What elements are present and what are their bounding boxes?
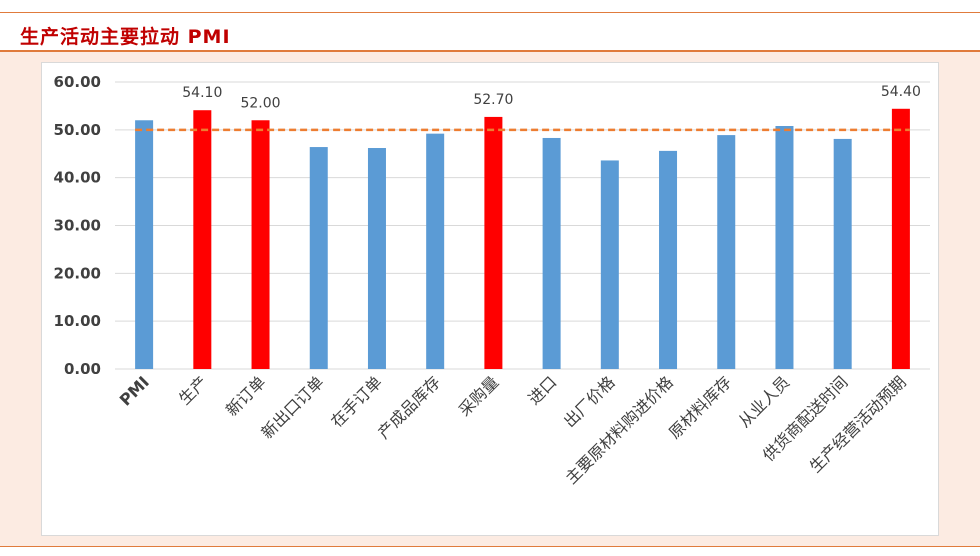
y-tick-label: 30.00 bbox=[54, 217, 101, 235]
bar bbox=[717, 135, 736, 369]
y-tick-label: 60.00 bbox=[54, 73, 101, 91]
x-tick-label: 进口 bbox=[524, 372, 560, 408]
page-title: 生产活动主要拉动 PMI bbox=[20, 26, 231, 48]
y-tick-label: 0.00 bbox=[64, 360, 101, 378]
bar bbox=[135, 120, 154, 369]
y-tick-label: 20.00 bbox=[54, 264, 101, 282]
chart-container: 0.00 10.00 20.00 30.00 40.00 50.00 60.00 PMI 54.… bbox=[41, 62, 939, 536]
bar bbox=[193, 110, 212, 369]
y-tick-label: 10.00 bbox=[54, 312, 101, 330]
x-tick-label: PMI bbox=[116, 372, 153, 409]
y-tick-label: 50.00 bbox=[54, 121, 101, 139]
bottom-rule bbox=[0, 546, 980, 547]
bar bbox=[426, 133, 445, 369]
bar bbox=[833, 138, 852, 369]
x-tick-label: 从业人员 bbox=[735, 372, 794, 431]
bar bbox=[542, 137, 561, 369]
data-label: 52.70 bbox=[473, 92, 513, 108]
x-tick-label: 新出口订单 bbox=[258, 372, 328, 442]
x-tick-label: 原材料库存 bbox=[665, 372, 735, 442]
bar bbox=[367, 148, 386, 369]
y-tick-label: 40.00 bbox=[54, 169, 101, 187]
top-rule bbox=[0, 12, 980, 13]
x-tick-label: 出厂价格 bbox=[560, 372, 619, 431]
x-tick-label: 产成品库存 bbox=[374, 372, 444, 442]
bar bbox=[600, 160, 619, 369]
x-tick-label: 生产 bbox=[175, 372, 211, 408]
bar bbox=[775, 126, 794, 369]
x-tick-label: 采购量 bbox=[455, 372, 502, 419]
bar-chart: 0.00 10.00 20.00 30.00 40.00 50.00 60.00 PMI 54.… bbox=[54, 73, 930, 488]
data-label: 52.00 bbox=[240, 95, 280, 111]
bar bbox=[891, 108, 910, 369]
bar bbox=[309, 147, 328, 369]
x-tick-label: 在手订单 bbox=[327, 372, 386, 431]
bar bbox=[251, 120, 270, 369]
bar bbox=[659, 150, 678, 369]
data-label: 54.10 bbox=[182, 85, 222, 101]
x-tick-label: 新订单 bbox=[222, 372, 269, 419]
data-label: 54.40 bbox=[881, 84, 921, 100]
bar bbox=[484, 116, 503, 369]
title-rule bbox=[0, 50, 980, 52]
x-tick-label: 主要原材料购进价格 bbox=[562, 372, 677, 487]
